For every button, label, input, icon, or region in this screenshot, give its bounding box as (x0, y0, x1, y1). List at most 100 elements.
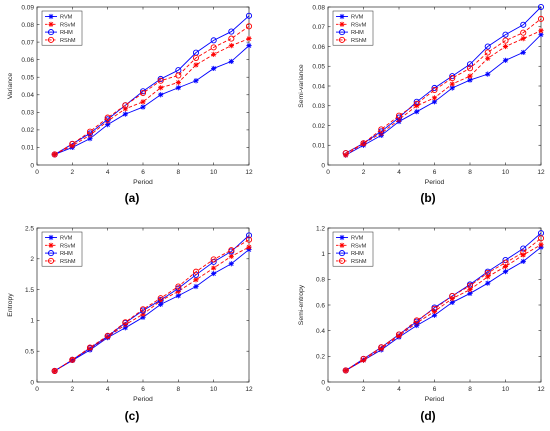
y-tick-label: 0.01 (312, 143, 325, 150)
y-tick-label: 0.5 (25, 349, 34, 356)
data-point-star-marker (343, 152, 349, 158)
series-rshm (342, 235, 545, 374)
y-tick-label: 0 (321, 379, 325, 386)
legend-item: RVM (45, 13, 73, 21)
legend-item: RSvM (45, 242, 76, 249)
legend-label: RSvM (351, 22, 367, 28)
data-point-circle-marker (192, 268, 200, 275)
x-axis-label: Period (425, 179, 445, 186)
legend-label: RVM (351, 15, 364, 21)
series-line (345, 244, 542, 371)
data-point-circle-marker (537, 3, 545, 11)
y-tick-label: 0 (30, 379, 34, 386)
legend-item: RShM (336, 36, 367, 44)
legend-label: RShM (60, 259, 76, 265)
x-tick-label: 2 (362, 169, 366, 176)
data-point-star-marker (449, 299, 455, 306)
series-line (345, 6, 542, 154)
series-rhm (342, 3, 545, 157)
data-point-star-marker (467, 77, 473, 83)
x-tick-label: 12 (537, 169, 545, 176)
panel-caption: (b) (420, 191, 435, 205)
y-tick-label: 1 (321, 251, 325, 258)
y-tick-label: 1.2 (316, 225, 325, 232)
y-tick-label: 0.08 (312, 4, 325, 11)
x-tick-label: 0 (35, 386, 39, 393)
y-tick-label: 1.5 (25, 287, 34, 294)
data-point-circle-marker (338, 29, 346, 36)
data-point-star-marker (140, 99, 146, 105)
data-point-star-marker (193, 283, 199, 290)
legend-label: RShM (351, 38, 367, 44)
data-point-circle-marker (47, 29, 55, 36)
data-point-circle-marker (228, 247, 235, 254)
x-axis-label: Period (425, 396, 445, 403)
y-tick-label: 0.07 (21, 39, 34, 46)
data-point-star-marker (175, 79, 181, 86)
y-tick-label: 0.01 (21, 145, 34, 152)
data-point-star-marker (520, 49, 526, 56)
data-point-star-marker (467, 287, 473, 293)
data-point-star-marker (87, 136, 93, 142)
x-tick-label: 0 (326, 386, 330, 393)
x-tick-label: 4 (397, 386, 401, 393)
series-line (54, 15, 250, 155)
data-point-circle-marker (51, 367, 58, 374)
y-tick-label: 0.2 (316, 354, 325, 361)
y-tick-label: 0.08 (21, 22, 34, 29)
y-axis-label: Entropy (7, 293, 14, 317)
panel-caption: (d) (420, 409, 435, 423)
y-tick-label: 0.04 (21, 92, 34, 99)
data-point-star-marker (538, 28, 544, 34)
data-point-star-marker (158, 301, 164, 307)
data-point-circle-marker (431, 305, 438, 312)
data-point-star-marker (48, 234, 54, 241)
x-axis-label: Period (133, 179, 153, 186)
series-line (345, 237, 542, 371)
data-point-star-marker (246, 244, 252, 250)
legend-label: RVM (60, 15, 73, 21)
data-point-circle-marker (484, 49, 491, 56)
data-point-circle-marker (413, 100, 420, 107)
y-tick-label: 0.6 (316, 302, 325, 309)
data-point-star-marker (158, 92, 164, 98)
data-point-star-marker (339, 21, 345, 27)
x-tick-label: 10 (502, 169, 510, 176)
chart-panel-3: 0 2 4 6 8 10 12 0 0.5 1 1.5 2 2.5 Period Entropy RVMRSv… (7, 225, 253, 423)
data-point-star-marker (211, 65, 217, 72)
data-point-star-marker (193, 78, 199, 84)
data-point-circle-marker (210, 44, 217, 51)
y-tick-label: 0.04 (312, 83, 325, 90)
data-point-star-marker (520, 258, 526, 264)
chart-panel-2: 0 2 4 6 8 10 12 0 0.01 0.02 0.03 0.04 0.05 0.06 0.07 0.… (298, 3, 545, 205)
data-point-circle-marker (157, 295, 164, 302)
data-point-circle-marker (157, 77, 164, 84)
data-point-star-marker (193, 62, 199, 68)
data-point-circle-marker (520, 245, 527, 252)
data-point-circle-marker (86, 344, 94, 351)
y-tick-label: 0.4 (316, 328, 325, 335)
data-point-circle-marker (360, 140, 367, 147)
legend-label: RVM (351, 236, 364, 242)
data-point-circle-marker (86, 128, 94, 135)
legend-label: RSvM (60, 22, 76, 28)
data-point-circle-marker (175, 283, 182, 290)
data-point-star-marker (193, 277, 199, 283)
data-point-star-marker (414, 109, 420, 115)
x-tick-label: 6 (433, 169, 437, 176)
y-axis-label: Semi-variance (298, 64, 305, 108)
data-point-circle-marker (47, 250, 55, 257)
data-point-star-marker (105, 122, 111, 128)
data-point-star-marker (158, 85, 164, 91)
data-point-circle-marker (338, 257, 346, 264)
data-point-star-marker (140, 314, 146, 320)
legend-label: RSvM (351, 243, 367, 249)
data-point-star-marker (175, 293, 181, 299)
x-tick-label: 8 (177, 169, 181, 176)
data-point-circle-marker (51, 151, 58, 158)
legend-item: RVM (336, 13, 364, 21)
legend-item: RVM (45, 234, 73, 242)
data-point-star-marker (502, 57, 509, 63)
x-tick-label: 6 (141, 386, 145, 393)
